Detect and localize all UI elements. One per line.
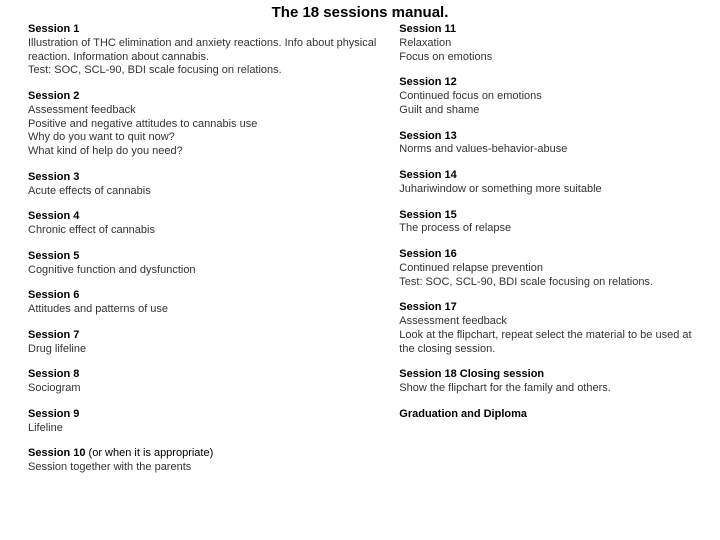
session-title: Session 16	[399, 248, 692, 262]
session-line: Test: SOC, SCL-90, BDI scale focusing on…	[28, 64, 379, 78]
session-line: Assessment feedback	[28, 104, 379, 118]
session-title-note: (or when it is appropriate)	[85, 447, 213, 459]
session-block: Session 17 Assessment feedback Look at t…	[399, 301, 692, 356]
session-block: Session 1 Illustration of THC eliminatio…	[28, 23, 379, 78]
session-line: Focus on emotions	[399, 51, 692, 65]
session-block: Session 14 Juhariwindow or something mor…	[399, 169, 692, 197]
session-line: Lifeline	[28, 422, 379, 436]
session-title: Session 12	[399, 76, 692, 90]
session-title: Session 14	[399, 169, 692, 183]
session-line: Cognitive function and dysfunction	[28, 264, 379, 278]
session-title: Session 17	[399, 301, 692, 315]
session-block: Session 7 Drug lifeline	[28, 329, 379, 357]
session-block: Session 8 Sociogram	[28, 368, 379, 396]
session-line: Continued relapse prevention	[399, 262, 692, 276]
session-title: Session 18 Closing session	[399, 368, 692, 382]
session-line: Norms and values-behavior-abuse	[399, 143, 692, 157]
session-block: Session 18 Closing session Show the flip…	[399, 368, 692, 396]
session-block: Session 16 Continued relapse prevention …	[399, 248, 692, 289]
session-block: Graduation and Diploma	[399, 408, 692, 422]
session-line: Test: SOC, SCL-90, BDI scale focusing on…	[399, 276, 692, 290]
session-title: Session 11	[399, 23, 692, 37]
session-title: Session 10 (or when it is appropriate)	[28, 447, 379, 461]
session-line: Acute effects of cannabis	[28, 185, 379, 199]
session-line: Drug lifeline	[28, 343, 379, 357]
session-line: What kind of help do you need?	[28, 145, 379, 159]
session-line: Positive and negative attitudes to canna…	[28, 118, 379, 132]
session-block: Session 4 Chronic effect of cannabis	[28, 210, 379, 238]
session-title: Session 6	[28, 289, 379, 303]
right-column: Session 11 Relaxation Focus on emotions …	[399, 23, 692, 487]
session-line: Session together with the parents	[28, 461, 379, 475]
session-line: Juhariwindow or something more suitable	[399, 183, 692, 197]
session-line: Sociogram	[28, 382, 379, 396]
session-block: Session 15 The process of relapse	[399, 209, 692, 237]
session-title: Session 2	[28, 90, 379, 104]
session-line: Look at the flipchart, repeat select the…	[399, 329, 692, 357]
session-block: Session 12 Continued focus on emotions G…	[399, 76, 692, 117]
session-title: Session 8	[28, 368, 379, 382]
session-line: Guilt and shame	[399, 104, 692, 118]
session-title: Graduation and Diploma	[399, 408, 692, 422]
session-block: Session 13 Norms and values-behavior-abu…	[399, 130, 692, 158]
session-line: Chronic effect of cannabis	[28, 224, 379, 238]
session-line: Assessment feedback	[399, 315, 692, 329]
session-title: Session 1	[28, 23, 379, 37]
columns-container: Session 1 Illustration of THC eliminatio…	[0, 23, 720, 487]
session-title: Session 15	[399, 209, 692, 223]
session-line: The process of relapse	[399, 222, 692, 236]
session-title: Session 4	[28, 210, 379, 224]
session-title: Session 13	[399, 130, 692, 144]
session-line: Attitudes and patterns of use	[28, 303, 379, 317]
page-title: The 18 sessions manual.	[0, 0, 720, 23]
session-title-text: Session 10	[28, 447, 85, 459]
session-line: Show the flipchart for the family and ot…	[399, 382, 692, 396]
session-block: Session 10 (or when it is appropriate) S…	[28, 447, 379, 475]
session-line: Why do you want to quit now?	[28, 131, 379, 145]
session-block: Session 6 Attitudes and patterns of use	[28, 289, 379, 317]
session-block: Session 11 Relaxation Focus on emotions	[399, 23, 692, 64]
session-line: Illustration of THC elimination and anxi…	[28, 37, 379, 65]
session-line: Relaxation	[399, 37, 692, 51]
session-block: Session 9 Lifeline	[28, 408, 379, 436]
session-block: Session 2 Assessment feedback Positive a…	[28, 90, 379, 159]
session-title: Session 9	[28, 408, 379, 422]
session-title: Session 3	[28, 171, 379, 185]
session-block: Session 3 Acute effects of cannabis	[28, 171, 379, 199]
session-title: Session 5	[28, 250, 379, 264]
left-column: Session 1 Illustration of THC eliminatio…	[28, 23, 399, 487]
session-block: Session 5 Cognitive function and dysfunc…	[28, 250, 379, 278]
session-line: Continued focus on emotions	[399, 90, 692, 104]
session-title: Session 7	[28, 329, 379, 343]
